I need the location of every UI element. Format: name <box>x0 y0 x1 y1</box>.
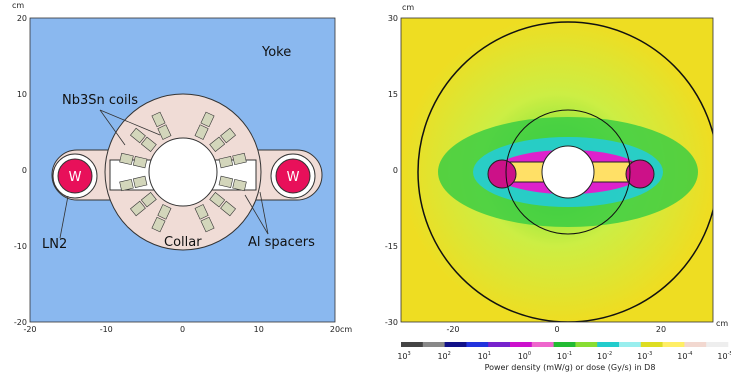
colorbar-label-exponent: 0 <box>528 351 531 357</box>
colorbar-label-base: 10 <box>677 352 687 361</box>
left-panel: W W Yoke Nb3Sn coils LN2 Collar Al space… <box>12 1 352 334</box>
axis-unit: cm <box>716 319 728 328</box>
colorbar-label: 10-1 <box>557 351 572 361</box>
label: W <box>69 170 82 185</box>
colorbar-swatch <box>575 342 597 347</box>
y-tick-label: 20 <box>17 14 27 23</box>
colorbar-label-exponent: 3 <box>408 351 411 357</box>
colorbar-label-base: 10 <box>397 352 407 361</box>
axis-unit: cm <box>402 3 414 12</box>
colorbar-label-exponent: -1 <box>567 351 572 357</box>
x-tick-label: -10 <box>100 325 113 334</box>
colorbar-label: 102 <box>437 351 450 361</box>
colorbar-label-base: 10 <box>637 352 647 361</box>
y-tick-label: 15 <box>388 90 398 99</box>
colorbar-caption: Power density (mW/g) or dose (Gy/s) in D… <box>485 363 656 372</box>
colorbar-label-base: 10 <box>717 352 727 361</box>
colorbar-swatch <box>597 342 619 347</box>
colorbar-swatch <box>619 342 641 347</box>
colorbar-swatch <box>554 342 576 347</box>
colorbar-label: 10-4 <box>677 351 692 361</box>
colorbar-label-exponent: -3 <box>647 351 652 357</box>
bore <box>149 138 217 206</box>
colorbar-label: 10-2 <box>597 351 612 361</box>
colorbar-label-exponent: 2 <box>448 351 451 357</box>
colorbar-swatch <box>488 342 510 347</box>
x-tick-label: 20 <box>656 325 666 334</box>
colorbar-label: 101 <box>478 351 491 361</box>
colorbar-label-base: 10 <box>557 352 567 361</box>
colorbar-swatch <box>684 342 706 347</box>
colorbar-label: 103 <box>397 351 410 361</box>
colorbar-label-exponent: -4 <box>687 351 692 357</box>
x-tick-label: 10 <box>254 325 264 334</box>
colorbar-label-base: 10 <box>518 352 528 361</box>
y-tick-label: 0 <box>393 166 398 175</box>
colorbar-label: 100 <box>518 351 531 361</box>
x-tick-label: 0 <box>554 325 559 334</box>
label: LN2 <box>42 237 67 252</box>
y-tick-label: -10 <box>14 242 27 251</box>
y-tick-label: -15 <box>385 242 398 251</box>
colorbar-swatch <box>510 342 532 347</box>
x-tick-label: -20 <box>446 325 459 334</box>
y-tick-label: 30 <box>388 14 398 23</box>
colorbar-swatch <box>706 342 728 347</box>
colorbar-label-exponent: -2 <box>607 351 612 357</box>
colorbar-swatch <box>641 342 663 347</box>
y-tick-label: 0 <box>22 166 27 175</box>
figure: W W Yoke Nb3Sn coils LN2 Collar Al space… <box>0 0 731 376</box>
colorbar-swatch <box>401 342 423 347</box>
colorbar-swatch <box>663 342 685 347</box>
colorbar-swatch <box>445 342 467 347</box>
tungsten <box>488 160 516 188</box>
colorbar-swatch <box>466 342 488 347</box>
colorbar-label-base: 10 <box>597 352 607 361</box>
label: Collar <box>164 235 202 250</box>
label: Nb3Sn coils <box>62 93 138 108</box>
label: Al spacers <box>248 235 315 250</box>
colorbar-label: 10-5 <box>717 351 731 361</box>
bore <box>542 146 594 198</box>
axis-unit: cm <box>12 1 24 10</box>
y-tick-label: 10 <box>17 90 27 99</box>
axis-unit: cm <box>340 325 352 334</box>
colorbar-swatch <box>423 342 445 347</box>
label: W <box>287 170 300 185</box>
colorbar-label-exponent: -5 <box>728 351 731 357</box>
x-tick-label: -20 <box>23 325 36 334</box>
y-tick-label: -30 <box>385 318 398 327</box>
colorbar-swatch <box>532 342 554 347</box>
colorbar-label: 10-3 <box>637 351 652 361</box>
colorbar-label-exponent: 1 <box>488 351 491 357</box>
label: Yoke <box>261 45 291 60</box>
x-tick-label: 0 <box>180 325 185 334</box>
colorbar-label-base: 10 <box>478 352 488 361</box>
colorbar-label-base: 10 <box>437 352 447 361</box>
x-tick-label: 20 <box>330 325 340 334</box>
